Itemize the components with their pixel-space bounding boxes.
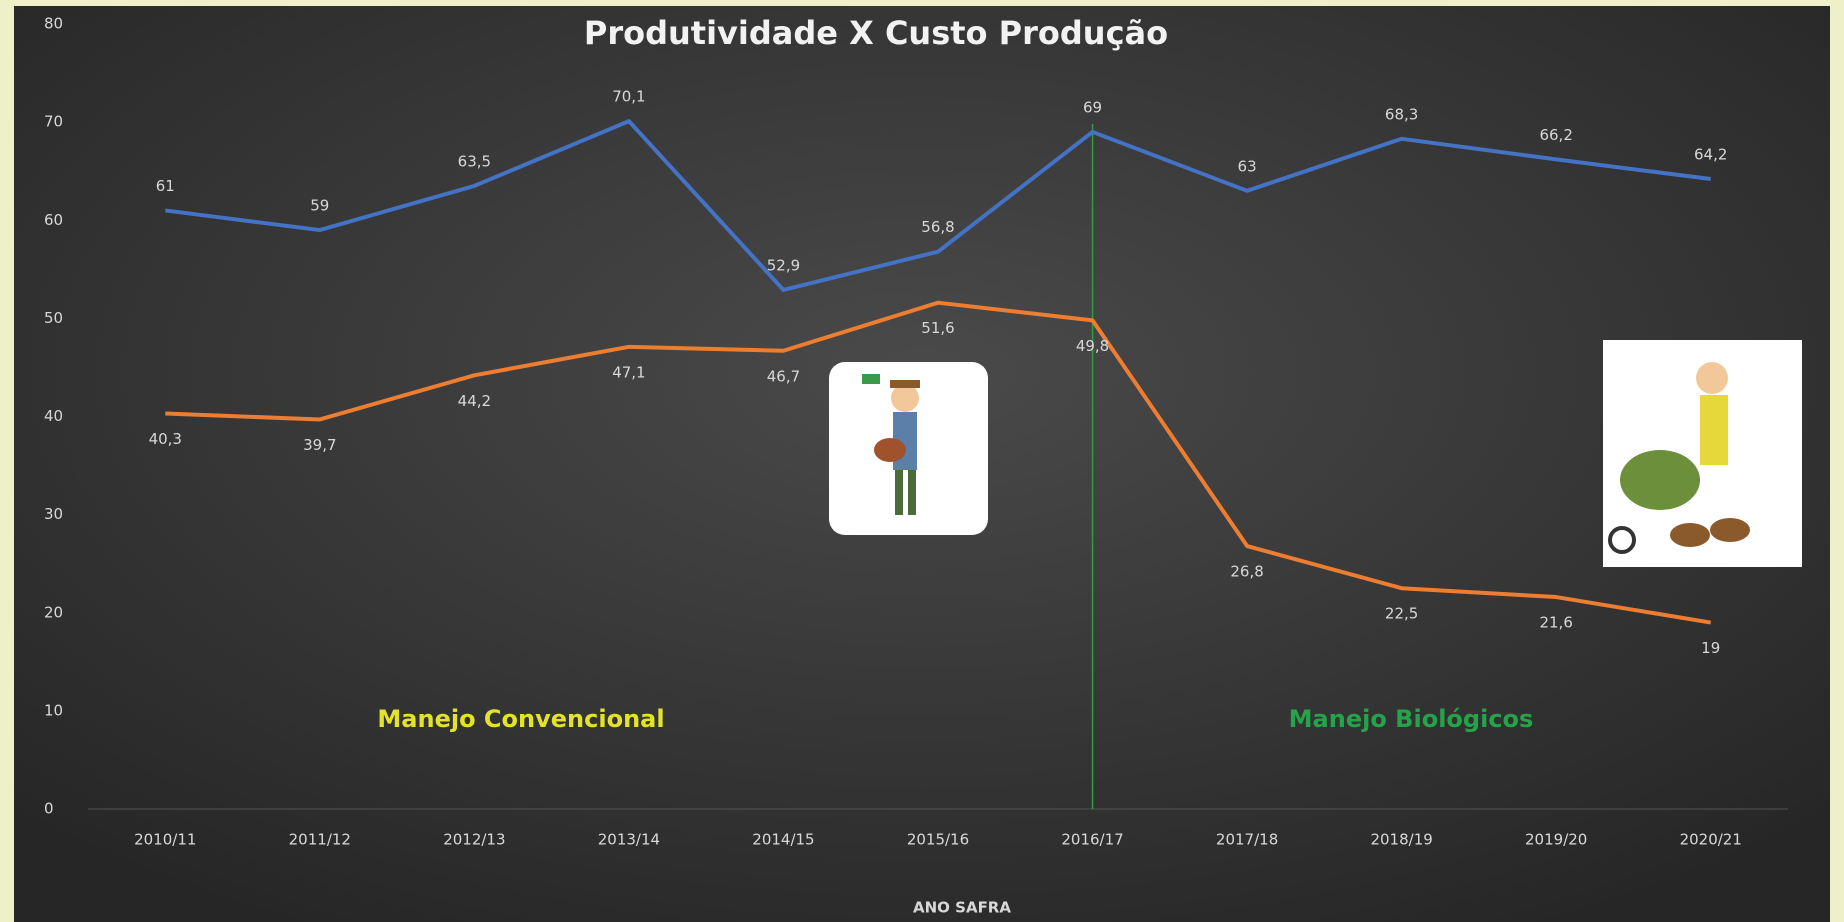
data-label: 59 [310, 197, 329, 215]
x-tick-label: 2019/20 [1525, 831, 1587, 849]
data-label: 46,7 [767, 367, 800, 385]
data-label: 63,5 [458, 152, 491, 170]
y-tick-label: 0 [44, 800, 54, 818]
data-label: 69 [1083, 98, 1102, 116]
data-label: 39,7 [303, 436, 336, 454]
data-label: 56,8 [921, 218, 954, 236]
annotation: Manejo Convencional [377, 705, 664, 733]
data-label: 68,3 [1385, 105, 1418, 123]
y-tick-label: 70 [44, 113, 63, 131]
data-label: 26,8 [1230, 563, 1263, 581]
y-tick-label: 20 [44, 603, 63, 621]
data-label: 21,6 [1539, 614, 1572, 632]
data-label: 19 [1701, 639, 1720, 657]
x-tick-label: 2017/18 [1216, 831, 1278, 849]
cartoon-happy-farmer [1603, 340, 1802, 567]
y-tick-label: 50 [44, 309, 63, 327]
data-label: 22,5 [1385, 605, 1418, 623]
y-tick-label: 10 [44, 701, 63, 719]
x-tick-label: 2015/16 [907, 831, 969, 849]
chart: Produtividade X Custo Produção ANO SAFRA… [0, 0, 1844, 922]
x-axis-label: ANO SAFRA [913, 899, 1011, 917]
data-label: 49,8 [1076, 337, 1109, 355]
data-label: 70,1 [612, 88, 645, 106]
x-tick-label: 2010/11 [134, 831, 196, 849]
y-tick-label: 80 [44, 15, 63, 33]
cartoon-worried-farmer [829, 362, 988, 535]
data-label: 40,3 [149, 430, 182, 448]
y-tick-label: 30 [44, 505, 63, 523]
chart-title: Produtividade X Custo Produção [584, 14, 1168, 52]
data-label: 51,6 [921, 319, 954, 337]
data-label: 47,1 [612, 363, 645, 381]
x-tick-label: 2020/21 [1680, 831, 1742, 849]
data-label: 66,2 [1539, 126, 1572, 144]
data-label: 64,2 [1694, 146, 1727, 164]
x-tick-label: 2018/19 [1370, 831, 1432, 849]
x-tick-label: 2011/12 [289, 831, 351, 849]
data-label: 52,9 [767, 256, 800, 274]
x-tick-label: 2013/14 [598, 831, 660, 849]
data-label: 44,2 [458, 392, 491, 410]
annotation: Manejo Biológicos [1289, 705, 1534, 733]
y-tick-label: 40 [44, 407, 63, 425]
x-tick-label: 2014/15 [752, 831, 814, 849]
x-tick-label: 2012/13 [443, 831, 505, 849]
data-label: 61 [156, 177, 175, 195]
x-tick-label: 2016/17 [1061, 831, 1123, 849]
data-label: 63 [1238, 157, 1257, 175]
y-tick-label: 60 [44, 211, 63, 229]
